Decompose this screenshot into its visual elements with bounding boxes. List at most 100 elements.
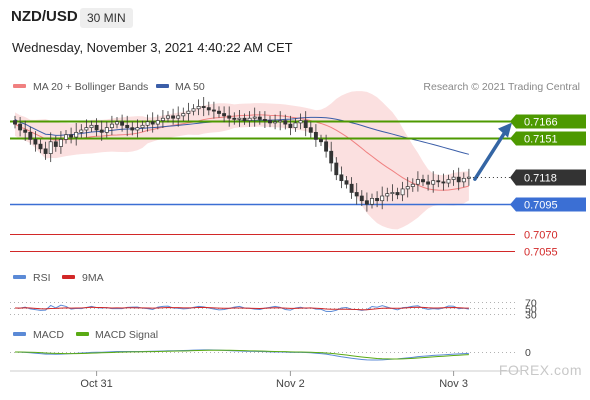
candle xyxy=(431,171,436,193)
forecast-arrow xyxy=(473,122,512,181)
candle xyxy=(145,114,150,132)
x-tick-label: Nov 2 xyxy=(276,378,305,390)
ma50-legend-label: MA 50 xyxy=(175,81,205,93)
candle xyxy=(385,187,390,202)
candle xyxy=(227,106,232,127)
rsi-ma-legend-swatch xyxy=(62,275,75,279)
candle xyxy=(354,183,359,205)
candle xyxy=(339,166,344,189)
candle xyxy=(446,174,451,188)
candle xyxy=(211,101,216,119)
x-axis: Oct 31 Nov 2 Nov 3 xyxy=(80,371,468,390)
candle xyxy=(171,108,176,125)
candle xyxy=(74,122,79,146)
price-levels xyxy=(10,120,515,252)
rsi-tick-50: 50 xyxy=(525,304,537,316)
candle xyxy=(242,113,247,125)
level-label-0.7070: 0.7070 xyxy=(524,230,558,242)
macd-tick-0: 0 xyxy=(525,347,531,359)
candle xyxy=(466,168,471,186)
forex-logo: FOREX.com xyxy=(498,362,582,378)
candle xyxy=(441,173,446,191)
candle xyxy=(166,111,170,123)
macd-signal-legend-swatch xyxy=(76,332,89,336)
candle xyxy=(89,120,94,132)
candle xyxy=(293,118,298,132)
level-tag-0.7151 xyxy=(516,131,586,146)
level-label-0.7151: 0.7151 xyxy=(524,134,558,146)
candle xyxy=(456,167,461,191)
macd-legend-swatch xyxy=(13,332,26,336)
candle xyxy=(232,112,237,125)
candle xyxy=(252,107,257,127)
candle xyxy=(130,121,135,136)
ma20-legend-label: MA 20 + Bollinger Bands xyxy=(33,81,148,93)
candle xyxy=(334,157,339,181)
candle xyxy=(313,124,318,147)
candle xyxy=(125,115,130,137)
candle xyxy=(196,99,201,116)
ma20-legend-swatch xyxy=(13,84,26,88)
candle xyxy=(160,109,165,128)
candle xyxy=(206,101,211,116)
candle xyxy=(191,104,196,116)
candle xyxy=(395,187,400,200)
rsi-ma-legend-label: 9MA xyxy=(82,272,104,284)
candle xyxy=(303,111,308,137)
level-label-0.7166: 0.7166 xyxy=(524,117,558,129)
level-tag-pointer-0.7095 xyxy=(510,197,516,212)
bollinger-bands xyxy=(15,91,469,230)
candle xyxy=(308,121,313,138)
candle xyxy=(140,120,145,132)
candle xyxy=(421,174,425,187)
candle xyxy=(436,174,441,188)
research-watermark: Research © 2021 Trading Central xyxy=(423,81,580,93)
candle xyxy=(410,178,415,192)
macd-signal-legend-label: MACD Signal xyxy=(95,329,158,341)
timeframe-badge[interactable]: 30 MIN xyxy=(80,8,133,28)
candle xyxy=(176,106,181,127)
candle xyxy=(58,131,63,154)
candle xyxy=(319,134,323,147)
forecast-arrow-head xyxy=(498,122,512,138)
candle xyxy=(262,111,267,128)
candle xyxy=(364,192,369,212)
current-price-label: 0.7118 xyxy=(524,173,557,185)
candle xyxy=(273,114,278,130)
level-label-0.7095: 0.7095 xyxy=(524,200,558,212)
candle xyxy=(53,135,58,152)
candle xyxy=(38,139,43,154)
candle xyxy=(461,172,466,188)
candle xyxy=(155,114,160,130)
candle xyxy=(257,111,262,125)
candle xyxy=(217,106,221,118)
level-label-0.7055: 0.7055 xyxy=(524,247,558,259)
candle xyxy=(28,126,33,145)
candle xyxy=(329,141,334,172)
candle xyxy=(18,117,23,137)
candle xyxy=(135,119,140,138)
candle xyxy=(99,120,104,141)
rsi-line xyxy=(14,304,470,312)
candle xyxy=(349,177,354,199)
candle xyxy=(150,112,155,133)
candle xyxy=(94,118,99,137)
candle xyxy=(69,127,74,144)
candle xyxy=(33,131,38,152)
datetime-label: Wednesday, November 3, 2021 4:40:22 AM C… xyxy=(12,40,293,55)
candle xyxy=(109,115,114,136)
candle xyxy=(120,114,125,132)
candle xyxy=(344,175,349,189)
level-labels: 0.7166 0.7151 0.7095 0.7070 0.7055 0.7118 xyxy=(472,114,586,259)
bollinger-band-fill xyxy=(15,91,469,230)
level-tag-0.7095 xyxy=(516,197,586,212)
rsi-tick-70: 70 xyxy=(525,298,537,310)
candle xyxy=(104,121,109,138)
current-price-pointer xyxy=(510,169,516,186)
candle xyxy=(400,181,405,202)
candle xyxy=(43,141,48,160)
candle xyxy=(359,190,364,207)
candle xyxy=(324,134,329,158)
